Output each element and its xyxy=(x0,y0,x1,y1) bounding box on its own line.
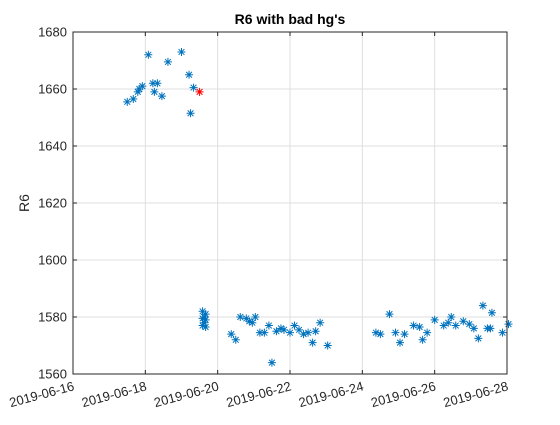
data-point xyxy=(385,310,394,319)
data-point xyxy=(286,328,294,337)
data-point xyxy=(316,318,325,327)
data-point xyxy=(201,322,210,331)
data-point xyxy=(133,87,142,96)
data-point xyxy=(245,317,254,326)
data-point xyxy=(400,330,409,339)
data-point xyxy=(201,315,210,324)
data-point xyxy=(371,328,380,337)
data-point xyxy=(185,70,194,79)
data-point xyxy=(430,315,439,324)
x-tick-label: 2019-06-24 xyxy=(297,378,365,410)
data-point xyxy=(198,321,207,330)
bad-data-point xyxy=(195,87,204,96)
data-point xyxy=(311,327,320,336)
data-point xyxy=(299,330,308,339)
data-point xyxy=(138,82,147,91)
data-point xyxy=(251,313,260,321)
data-point xyxy=(272,327,281,336)
data-point xyxy=(276,324,285,333)
y-tick-label: 1640 xyxy=(38,139,67,154)
data-point xyxy=(415,322,424,331)
data-point xyxy=(290,321,299,330)
data-point xyxy=(260,328,269,337)
y-tick-label: 1580 xyxy=(38,310,67,325)
data-point xyxy=(198,307,207,316)
data-point xyxy=(478,301,487,310)
x-tick-label: 2019-06-28 xyxy=(442,378,510,410)
y-tick-label: 1660 xyxy=(38,82,67,97)
data-point xyxy=(444,318,453,327)
x-tick-label: 2019-06-16 xyxy=(8,378,76,410)
data-point xyxy=(200,313,209,321)
data-point xyxy=(231,335,240,344)
chart-title: R6 with bad hg's xyxy=(235,11,346,27)
data-point xyxy=(129,94,138,103)
data-point xyxy=(295,325,304,334)
data-point xyxy=(186,109,195,118)
data-point xyxy=(504,320,513,329)
data-point xyxy=(409,321,418,330)
series-points xyxy=(123,47,513,367)
data-point xyxy=(486,324,495,333)
data-point xyxy=(264,321,273,330)
data-point xyxy=(189,83,198,92)
data-point xyxy=(459,317,468,326)
data-points xyxy=(123,47,513,367)
data-point xyxy=(279,325,288,334)
data-point xyxy=(227,330,236,339)
data-point xyxy=(423,328,432,337)
data-point xyxy=(304,328,313,337)
data-point xyxy=(236,313,245,321)
data-point xyxy=(242,314,251,323)
data-point xyxy=(487,308,496,317)
data-point xyxy=(451,321,460,330)
bad-point-series xyxy=(195,87,204,96)
data-point xyxy=(439,321,448,330)
data-point xyxy=(255,328,264,337)
data-point xyxy=(144,50,153,59)
data-point xyxy=(248,318,257,327)
data-point xyxy=(200,318,209,327)
data-point xyxy=(376,330,385,339)
data-point xyxy=(498,328,507,337)
data-point xyxy=(308,338,317,347)
data-point xyxy=(201,310,210,319)
data-point xyxy=(150,87,159,96)
y-tick-label: 1620 xyxy=(38,196,67,211)
data-point xyxy=(135,85,144,93)
data-point xyxy=(396,338,405,347)
y-tick-label: 1560 xyxy=(38,367,67,382)
data-point xyxy=(418,335,427,344)
y-axis-label: R6 xyxy=(16,194,32,212)
data-point xyxy=(469,324,478,333)
y-tick-label: 1680 xyxy=(38,25,67,40)
x-tick-label: 2019-06-22 xyxy=(225,378,293,410)
data-point xyxy=(465,320,474,329)
data-point xyxy=(391,328,400,337)
data-point xyxy=(153,79,162,88)
data-point xyxy=(157,92,166,101)
data-point xyxy=(148,79,157,88)
data-point xyxy=(267,358,276,367)
data-point xyxy=(447,313,456,321)
data-point xyxy=(323,341,332,350)
data-point xyxy=(163,57,172,66)
x-tick-label: 2019-06-18 xyxy=(80,378,148,410)
x-tick-label: 2019-06-26 xyxy=(369,378,437,410)
data-point xyxy=(474,334,483,343)
y-tick-label: 1600 xyxy=(38,253,67,268)
data-point xyxy=(123,97,132,106)
x-tick-label: 2019-06-20 xyxy=(152,378,220,410)
data-point xyxy=(177,47,186,56)
